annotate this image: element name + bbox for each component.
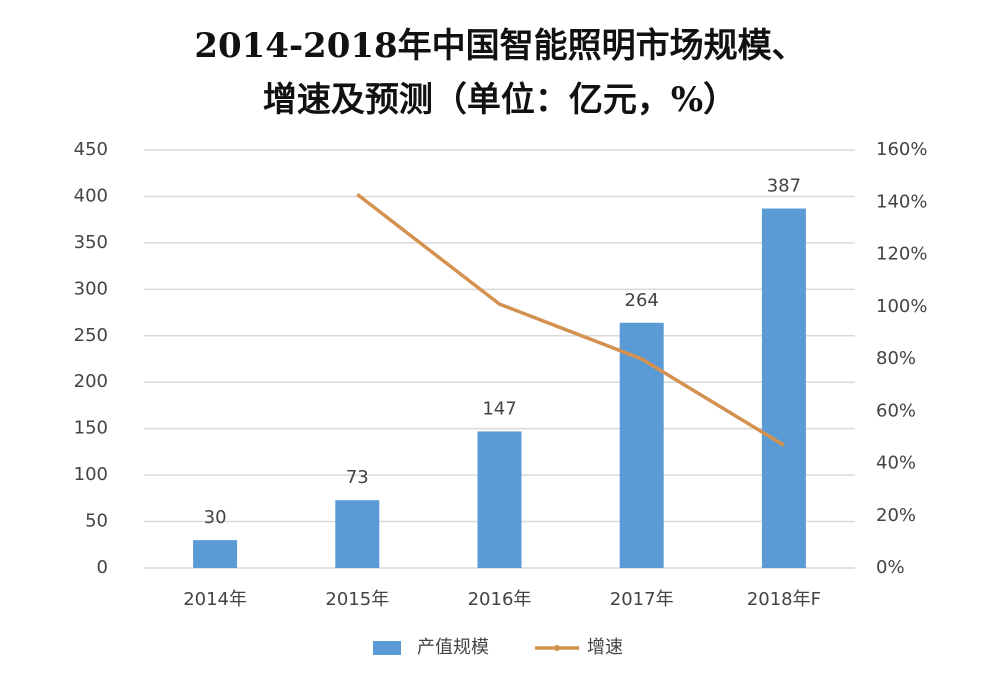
y-tick-label: 200 <box>74 371 108 392</box>
chart-title: 2014-2018年中国智能照明市场规模、 <box>194 26 805 66</box>
x-tick-label: 2015年 <box>325 589 389 610</box>
x-tick-label: 2016年 <box>468 589 532 610</box>
y-tick-label: 450 <box>74 139 108 160</box>
y2-tick-label: 0% <box>876 557 905 578</box>
chart-title: 增速及预测（单位：亿元，%） <box>263 80 737 120</box>
data-label: 30 <box>204 507 227 528</box>
legend-swatch <box>373 641 401 655</box>
y-tick-label: 100 <box>74 464 108 485</box>
y-tick-label: 350 <box>74 232 108 253</box>
y2-tick-label: 160% <box>876 139 927 160</box>
x-tick-label: 2014年 <box>183 589 247 610</box>
x-tick-label: 2017年 <box>610 589 674 610</box>
data-label: 387 <box>767 176 801 197</box>
y-tick-label: 50 <box>85 511 108 532</box>
legend-marker <box>554 645 560 651</box>
bar <box>477 431 522 568</box>
y2-tick-label: 20% <box>876 505 916 526</box>
bar <box>761 208 806 568</box>
y2-tick-label: 140% <box>876 191 927 212</box>
y-tick-label: 250 <box>74 325 108 346</box>
bar <box>335 500 380 568</box>
legend-label: 增速 <box>587 637 623 658</box>
y-tick-label: 0 <box>97 557 108 578</box>
y2-tick-label: 40% <box>876 453 916 474</box>
y2-tick-label: 100% <box>876 296 927 317</box>
bar <box>193 540 238 568</box>
growth-line <box>356 193 785 447</box>
y-tick-label: 400 <box>74 185 108 206</box>
x-tick-label: 2018年F <box>747 589 821 610</box>
data-label: 264 <box>625 290 659 311</box>
y-tick-label: 300 <box>74 278 108 299</box>
y2-tick-label: 60% <box>876 400 916 421</box>
legend-label: 产值规模 <box>417 637 489 658</box>
data-label: 147 <box>482 398 516 419</box>
y2-tick-label: 120% <box>876 244 927 265</box>
y-tick-label: 150 <box>74 418 108 439</box>
bar <box>619 322 664 568</box>
data-label: 73 <box>346 467 369 488</box>
y2-tick-label: 80% <box>876 348 916 369</box>
